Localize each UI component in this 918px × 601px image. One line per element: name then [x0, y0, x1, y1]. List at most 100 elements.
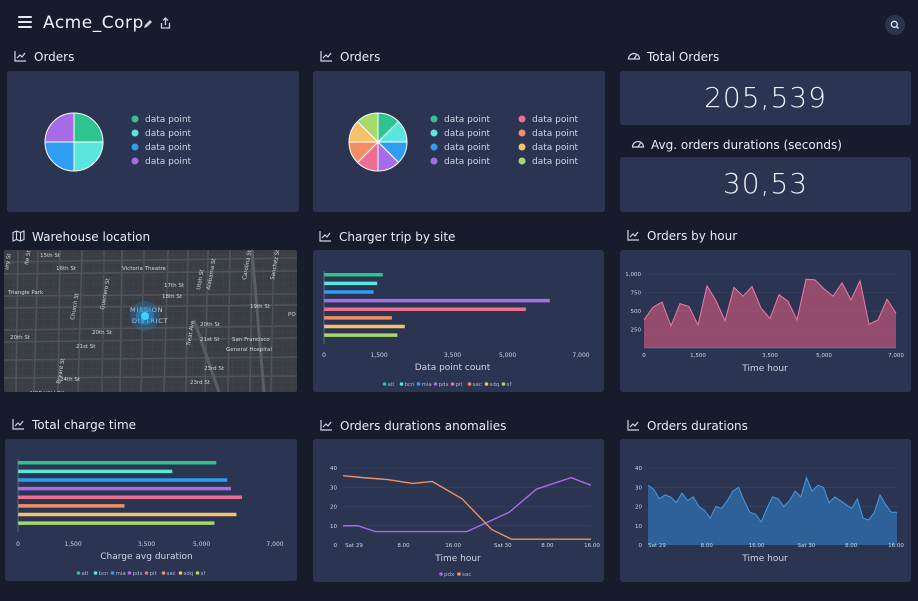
gauge-icon	[631, 140, 645, 148]
orders-pie-chart-2: data point data point data point data point…	[348, 112, 579, 172]
y-tick-label: 250	[631, 328, 642, 334]
legend-label: data point	[145, 115, 192, 125]
bar-mia	[18, 478, 228, 482]
map-minor-road	[4, 380, 297, 384]
map-minor-road	[4, 289, 297, 293]
y-tick-label: 1,000	[625, 272, 641, 278]
map-label: Bryant St	[56, 357, 67, 384]
map-canvas[interactable]: 15th St 16th St Victoria Theatre Guerrero S…	[4, 250, 297, 392]
legend-swatch-pdx	[439, 572, 443, 576]
legend-swatch	[518, 157, 526, 165]
map-label: 24th St	[60, 377, 81, 383]
legend-label-sf: sf	[201, 571, 207, 577]
orders-area	[644, 279, 896, 348]
bar-atl	[18, 461, 217, 465]
legend-label: data point	[532, 143, 579, 153]
y-tick-label: 10	[330, 524, 337, 530]
map-minor-road	[91, 250, 95, 392]
map-minor-road	[81, 250, 85, 392]
durations-panel: 0 10 20 30 40 Sat 29 8.00 16.00 Sat 30 8.00 16.00 T…	[620, 439, 911, 582]
durations-area	[648, 477, 897, 545]
pie-slice	[44, 112, 75, 143]
x-tick-label: 8.00	[701, 543, 714, 549]
map-label: 16th St	[56, 266, 77, 272]
legend-label-pit: pit	[150, 571, 158, 577]
map-highway	[192, 319, 221, 392]
legend-swatch-sac	[467, 382, 472, 386]
avg-duration-panel: 30,53	[620, 157, 911, 212]
legend-label-sdq: sdq	[490, 382, 500, 388]
map-road	[204, 250, 209, 392]
pie-slice	[44, 141, 75, 172]
map-minor-road	[31, 250, 35, 392]
map-label: 20th St	[10, 335, 31, 341]
map-label: 21st St	[76, 344, 96, 350]
legend-label: data point	[444, 115, 491, 125]
x-tick-label: 16.00	[749, 543, 765, 549]
legend-label-sac: sac	[167, 571, 176, 577]
menu-icon[interactable]	[18, 16, 32, 28]
anomalies-chart: 0 10 20 30 40 Sat 29 8.00 16.00 Sat 30 8.00 16.00 T…	[330, 466, 600, 578]
legend-swatch	[131, 157, 139, 165]
pie-slice	[73, 141, 104, 172]
map-label: 21st St	[200, 337, 220, 343]
map-road	[15, 250, 19, 392]
line-chart-icon	[320, 420, 332, 431]
orders-pie-panel-2: data point data point data point data point…	[313, 71, 605, 212]
map-minor-road	[111, 250, 115, 392]
legend-swatch	[131, 129, 139, 137]
map-road	[185, 250, 189, 392]
y-tick-label: 20	[330, 505, 337, 511]
search-icon	[890, 20, 899, 29]
line-chart-icon	[14, 51, 26, 62]
legend-label: data point	[444, 143, 491, 153]
x-tick-label: 5,000	[816, 353, 832, 359]
edit-icon[interactable]	[143, 19, 153, 29]
map-minor-road	[4, 338, 297, 342]
map-icon	[12, 230, 25, 242]
legend-label-pit: pit	[456, 382, 464, 388]
line-chart-icon	[319, 231, 331, 242]
map-label: Church St	[70, 292, 81, 320]
bar-mia	[324, 290, 374, 294]
x-tick-label: 16.00	[445, 543, 461, 549]
bar-sdq	[324, 324, 405, 329]
legend-label-sac: sac	[462, 572, 471, 578]
map-label: NOE VALLEY	[30, 391, 64, 392]
legend-swatch	[430, 157, 438, 165]
x-tick-label: 1,500	[64, 541, 81, 548]
dashboard-title: Acme_Corp	[43, 13, 144, 33]
map-minor-road	[61, 250, 65, 392]
orders-line	[643, 278, 897, 328]
bar-pit	[324, 307, 526, 311]
share-icon[interactable]	[160, 17, 171, 29]
legend-swatch-pdx	[433, 382, 438, 386]
series-line-pdx	[343, 476, 592, 533]
map-minor-road	[151, 250, 155, 392]
y-tick-label: 0	[639, 543, 643, 549]
total-charge-chart: 0 1,500 3,500 5,000 7,000 Charge avg duration…	[16, 459, 284, 577]
pie-slice	[73, 112, 104, 143]
x-tick-label: 5,000	[499, 352, 516, 359]
map-minor-road	[21, 250, 25, 392]
legend-label-mia: mia	[422, 382, 432, 388]
x-axis-label: Time hour	[434, 554, 481, 564]
legend-label: data point	[444, 157, 491, 167]
warehouse-map[interactable]: 15th St 16th St Victoria Theatre Guerrero S…	[4, 250, 297, 392]
legend-label: data point	[532, 115, 579, 125]
bar-sac	[324, 316, 392, 320]
map-road	[4, 257, 297, 263]
orders-by-hour-chart: 250 500 750 1,000 0 1,500 3,500 5,000 7,000 Time …	[625, 272, 904, 374]
legend-swatch-sdq	[484, 382, 489, 386]
map-road	[4, 304, 297, 309]
legend-label: data point	[532, 129, 579, 139]
map-label: 23rd St	[190, 380, 211, 386]
map-label: MISSION	[130, 306, 163, 314]
map-label: General Hospital	[226, 347, 272, 353]
search-button[interactable]	[885, 15, 905, 35]
y-tick-label: 30	[330, 485, 337, 491]
map-minor-road	[4, 359, 297, 363]
map-label: Victoria Theatre	[122, 266, 167, 272]
bar-bcn	[18, 469, 173, 474]
map-label: Treat Ave	[186, 320, 197, 348]
